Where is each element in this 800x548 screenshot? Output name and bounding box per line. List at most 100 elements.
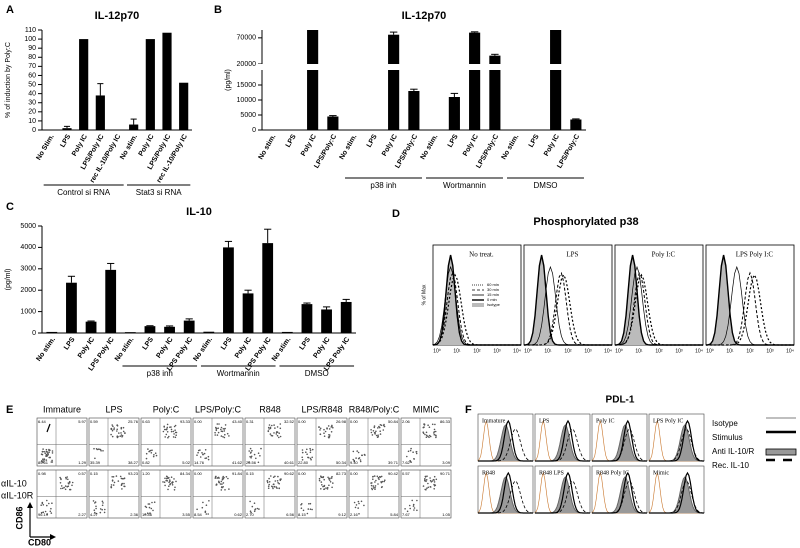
event-dot	[220, 428, 222, 431]
quadrant-value: 0.59	[90, 419, 99, 424]
histogram-curve	[592, 480, 648, 514]
event-dot	[119, 435, 121, 438]
event-dot	[67, 482, 70, 484]
dot-plot-frame	[348, 417, 400, 467]
event-dot	[205, 457, 208, 459]
event-dot	[49, 456, 51, 459]
event-dot	[121, 477, 124, 480]
event-dot	[280, 478, 282, 480]
quadrant-value: 1.20	[142, 471, 151, 476]
event-dot	[433, 488, 436, 490]
event-dot	[322, 485, 324, 488]
event-dot	[413, 458, 415, 460]
x-tick-label: 10²	[473, 348, 481, 354]
legend-label: Isotype	[712, 419, 738, 428]
event-dot	[171, 484, 174, 486]
event-dot	[300, 504, 302, 506]
event-dot	[273, 424, 275, 426]
x-tick-label: 10⁰	[524, 348, 532, 354]
event-dot	[257, 452, 260, 455]
y-tick-label: 4000	[20, 244, 36, 251]
event-dot	[147, 503, 150, 505]
event-dot	[268, 481, 271, 483]
event-dot	[434, 434, 437, 437]
event-dot	[205, 504, 208, 507]
event-dot	[373, 425, 376, 427]
quadrant-value: 2.27	[78, 512, 87, 517]
quadrant-value: 10.86	[142, 512, 153, 517]
event-dot	[268, 477, 270, 480]
event-dot	[353, 460, 356, 463]
event-dot	[433, 475, 436, 478]
event-dot	[374, 486, 376, 489]
event-dot	[50, 507, 52, 510]
event-dot	[170, 476, 173, 479]
column-label: LPS	[105, 404, 122, 414]
bar	[162, 32, 172, 130]
event-dot	[309, 451, 312, 454]
event-dot	[310, 458, 312, 461]
event-dot	[166, 426, 169, 429]
event-dot	[197, 449, 200, 452]
plot-label: LPS	[539, 418, 549, 424]
event-dot	[306, 448, 308, 451]
event-dot	[328, 434, 330, 436]
row-label: αIL-10	[1, 478, 27, 488]
plot-label: Mimic	[653, 470, 669, 476]
event-dot	[253, 453, 256, 456]
event-dot	[217, 431, 220, 434]
y-tick-label: 10	[28, 118, 36, 125]
bar	[307, 30, 319, 130]
bar	[321, 309, 332, 333]
event-dot	[301, 451, 304, 454]
x-tick-label: 10⁴	[786, 348, 794, 354]
event-dot	[215, 427, 218, 430]
event-dot	[428, 434, 431, 437]
event-dot	[428, 436, 430, 439]
histogram-curve	[524, 271, 612, 346]
event-dot	[276, 487, 278, 490]
column-label: R848	[259, 404, 281, 414]
quadrant-value: 50.84	[388, 419, 399, 424]
event-dot	[424, 478, 426, 480]
bar	[145, 39, 155, 130]
event-dot	[377, 427, 379, 429]
event-dot	[154, 452, 157, 455]
event-dot	[170, 428, 173, 431]
event-dot	[149, 512, 151, 514]
event-dot	[169, 483, 172, 485]
event-dot	[357, 500, 360, 503]
bar	[242, 293, 254, 333]
event-dot	[110, 428, 113, 431]
event-dot	[61, 487, 64, 490]
event-dot	[123, 477, 126, 480]
event-dot	[222, 482, 225, 484]
event-dot	[372, 485, 375, 487]
x-tick-label: 10⁴	[604, 348, 612, 354]
event-dot	[254, 509, 256, 511]
event-dot	[45, 448, 48, 451]
plot-label: No treat.	[469, 251, 494, 259]
event-dot	[251, 449, 253, 452]
event-dot	[116, 430, 118, 432]
event-dot	[269, 433, 272, 435]
panel-label: B	[214, 4, 222, 16]
event-dot	[374, 488, 376, 491]
event-dot	[377, 435, 380, 438]
event-dot	[250, 457, 252, 459]
event-dot	[216, 423, 219, 425]
event-dot	[372, 487, 375, 489]
event-dot	[222, 486, 224, 488]
event-dot	[273, 486, 276, 488]
event-dot	[224, 427, 226, 430]
dot-plot-frame	[244, 469, 296, 519]
event-dot	[166, 477, 168, 480]
dot-plot-frame	[244, 417, 296, 467]
event-dot	[429, 477, 431, 479]
event-dot	[94, 502, 96, 504]
quadrant-value: 2.06	[402, 419, 411, 424]
event-dot	[40, 504, 42, 507]
event-dot	[431, 423, 434, 426]
event-dot	[276, 480, 279, 482]
event-dot	[324, 430, 327, 433]
